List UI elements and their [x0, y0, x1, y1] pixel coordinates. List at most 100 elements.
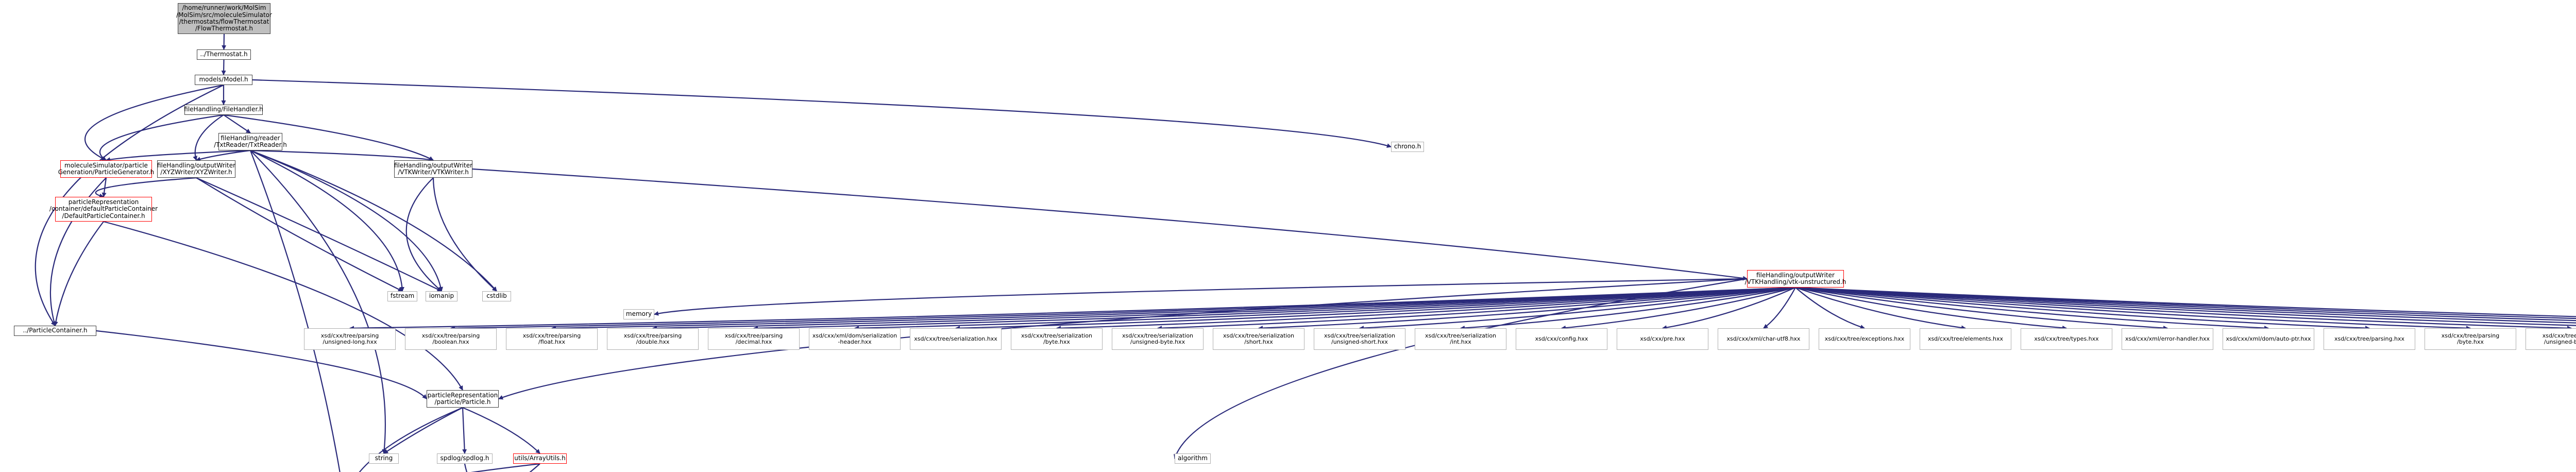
node-leaf-5-label: xsd/cxx/xml/dom/serialization -header.hx… [812, 332, 897, 345]
node-leaf-10[interactable]: xsd/cxx/tree/serialization /unsigned-sho… [1314, 328, 1405, 350]
node-leaf-17[interactable]: xsd/cxx/tree/types.hxx [2021, 328, 2112, 350]
node-memory[interactable]: memory [623, 309, 654, 319]
node-leaf-21[interactable]: xsd/cxx/tree/parsing /byte.hxx [2425, 328, 2516, 350]
node-particlecontainer[interactable]: ../ParticleContainer.h [14, 326, 96, 336]
node-iomanip-label: iomanip [429, 292, 454, 300]
edge [106, 149, 251, 162]
node-leaf-19[interactable]: xsd/cxx/xml/dom/auto-ptr.hxx [2223, 328, 2314, 350]
node-arrayutils[interactable]: utils/ArrayUtils.h [513, 453, 567, 464]
node-memory-label: memory [625, 310, 652, 318]
node-particle[interactable]: particleRepresentation /particle/Particl… [427, 390, 499, 408]
node-spdlog[interactable]: spdlog/spdlog.h [437, 453, 493, 464]
node-leaf-11-label: xsd/cxx/tree/serialization /int.hxx [1425, 332, 1497, 345]
node-leaf-2-label: xsd/cxx/tree/parsing /float.hxx [522, 332, 581, 345]
node-leaf-21-label: xsd/cxx/tree/parsing /byte.hxx [2441, 332, 2500, 345]
edge [1561, 286, 1796, 330]
edge [103, 221, 463, 391]
node-leaf-7[interactable]: xsd/cxx/tree/serialization /byte.hxx [1011, 328, 1103, 350]
node-leaf-14[interactable]: xsd/cxx/xml/char-utf8.hxx [1718, 328, 1809, 350]
edge [250, 150, 387, 454]
node-leaf-4-label: xsd/cxx/tree/parsing /decimal.hxx [724, 332, 783, 345]
node-leaf-15-label: xsd/cxx/tree/exceptions.hxx [1824, 335, 1905, 342]
edge [1763, 287, 1796, 329]
node-leaf-15[interactable]: xsd/cxx/tree/exceptions.hxx [1819, 328, 1910, 350]
node-iomanip[interactable]: iomanip [426, 291, 457, 301]
node-fstream-label: fstream [390, 292, 415, 300]
node-leaf-20[interactable]: xsd/cxx/tree/parsing.hxx [2324, 328, 2415, 350]
node-string[interactable]: string [369, 453, 399, 464]
node-model[interactable]: models/Model.h [195, 75, 252, 85]
edge [1359, 286, 1796, 331]
node-fstream[interactable]: fstream [387, 291, 417, 301]
node-leaf-22-label: xsd/cxx/tree/parsing /unsigned-byte.hxx [2542, 332, 2576, 345]
node-leaf-13[interactable]: xsd/cxx/pre.hxx [1617, 328, 1708, 350]
node-particle-label: particleRepresentation /particle/Particl… [427, 391, 498, 406]
edge [99, 114, 224, 161]
node-vtkwriter[interactable]: fileHandling/outputWriter /VTKWriter/VTK… [394, 160, 472, 178]
node-xyzwriter[interactable]: fileHandling/outputWriter /XYZWriter/XYZ… [157, 160, 235, 178]
edge [84, 84, 224, 161]
node-vtkunstructured-label: fileHandling/outputWriter /VTKHandling/v… [1744, 271, 1846, 285]
edge [1795, 286, 2576, 319]
node-leaf-18[interactable]: xsd/cxx/xml/error-handler.hxx [2122, 328, 2213, 350]
edge [1662, 286, 1796, 330]
node-txtreader[interactable]: fileHandling/reader /TxtReader/TxtReader… [214, 133, 287, 150]
edge [1258, 286, 1796, 331]
node-chronoh[interactable]: chrono.h [1391, 142, 1424, 152]
edge [222, 33, 227, 50]
node-leaf-6[interactable]: xsd/cxx/tree/serialization.hxx [910, 328, 1002, 350]
node-leaf-4[interactable]: xsd/cxx/tree/parsing /decimal.hxx [708, 328, 800, 350]
node-cstdlib[interactable]: cstdlib [482, 291, 511, 301]
node-leaf-1-label: xsd/cxx/tree/parsing /boolean.hxx [421, 332, 480, 345]
node-leaf-8-label: xsd/cxx/tree/serialization /unsigned-byt… [1122, 332, 1194, 345]
node-leaf-13-label: xsd/cxx/pre.hxx [1640, 335, 1685, 342]
node-thermostat[interactable]: ../Thermostat.h [197, 49, 251, 60]
edge [196, 177, 403, 292]
node-particlegen[interactable]: moleculeSimulator/particle Generation/Pa… [58, 160, 154, 178]
node-leaf-1[interactable]: xsd/cxx/tree/parsing /boolean.hxx [405, 328, 497, 350]
node-leaf-22[interactable]: xsd/cxx/tree/parsing /unsigned-byte.hxx [2526, 328, 2576, 350]
node-leaf-9[interactable]: xsd/cxx/tree/serialization /short.hxx [1213, 328, 1304, 350]
node-leaf-2[interactable]: xsd/cxx/tree/parsing /float.hxx [506, 328, 598, 350]
edge [1056, 286, 1796, 331]
node-model-label: models/Model.h [199, 76, 248, 83]
node-xyzwriter-label: fileHandling/outputWriter /XYZWriter/XYZ… [157, 161, 236, 176]
edge [1157, 286, 1796, 331]
edge [472, 168, 1748, 281]
edge [249, 150, 341, 472]
edge [95, 177, 197, 198]
node-leaf-9-label: xsd/cxx/tree/serialization /short.hxx [1223, 332, 1295, 345]
node-leaf-3[interactable]: xsd/cxx/tree/parsing /double.hxx [607, 328, 699, 350]
node-particlecontainer-label: ../ParticleContainer.h [23, 327, 88, 334]
edge [1795, 286, 2576, 324]
edge [1174, 278, 1748, 459]
node-leaf-5[interactable]: xsd/cxx/xml/dom/serialization -header.hx… [809, 328, 901, 350]
edge [1795, 286, 2572, 331]
node-thermostat-label: ../Thermostat.h [200, 50, 248, 58]
node-txtreader-label: fileHandling/reader /TxtReader/TxtReader… [214, 134, 287, 148]
edge [349, 286, 1796, 331]
node-leaf-0[interactable]: xsd/cxx/tree/parsing /unsigned-long.hxx [304, 328, 396, 350]
edge [223, 114, 251, 133]
node-leaf-19-label: xsd/cxx/xml/dom/auto-ptr.hxx [2226, 335, 2311, 342]
edge [1795, 286, 2269, 331]
edge [1460, 286, 1796, 330]
node-leaf-16[interactable]: xsd/cxx/tree/elements.hxx [1920, 328, 2011, 350]
node-leaf-11[interactable]: xsd/cxx/tree/serialization /int.hxx [1415, 328, 1506, 350]
edge [529, 463, 540, 472]
edge [1795, 286, 2576, 317]
edge [462, 407, 467, 454]
node-leaf-8[interactable]: xsd/cxx/tree/serialization /unsigned-byt… [1112, 328, 1204, 350]
node-filehandler[interactable]: fileHandling/FileHandler.h [184, 105, 263, 115]
node-defaultcontainer[interactable]: particleRepresentation /container/defaul… [49, 197, 158, 222]
edge [196, 149, 251, 162]
node-cstdlib-label: cstdlib [486, 292, 507, 300]
edge [470, 463, 540, 472]
node-leaf-12[interactable]: xsd/cxx/config.hxx [1516, 328, 1607, 350]
node-root[interactable]: /home/runner/work/MolSim /MolSim/src/mol… [176, 3, 272, 34]
node-vtkunstructured[interactable]: fileHandling/outputWriter /VTKHandling/v… [1745, 270, 1846, 288]
edge [1795, 286, 2067, 330]
node-arrayutils-label: utils/ArrayUtils.h [514, 454, 566, 462]
node-algorithm[interactable]: algorithm [1175, 453, 1211, 464]
